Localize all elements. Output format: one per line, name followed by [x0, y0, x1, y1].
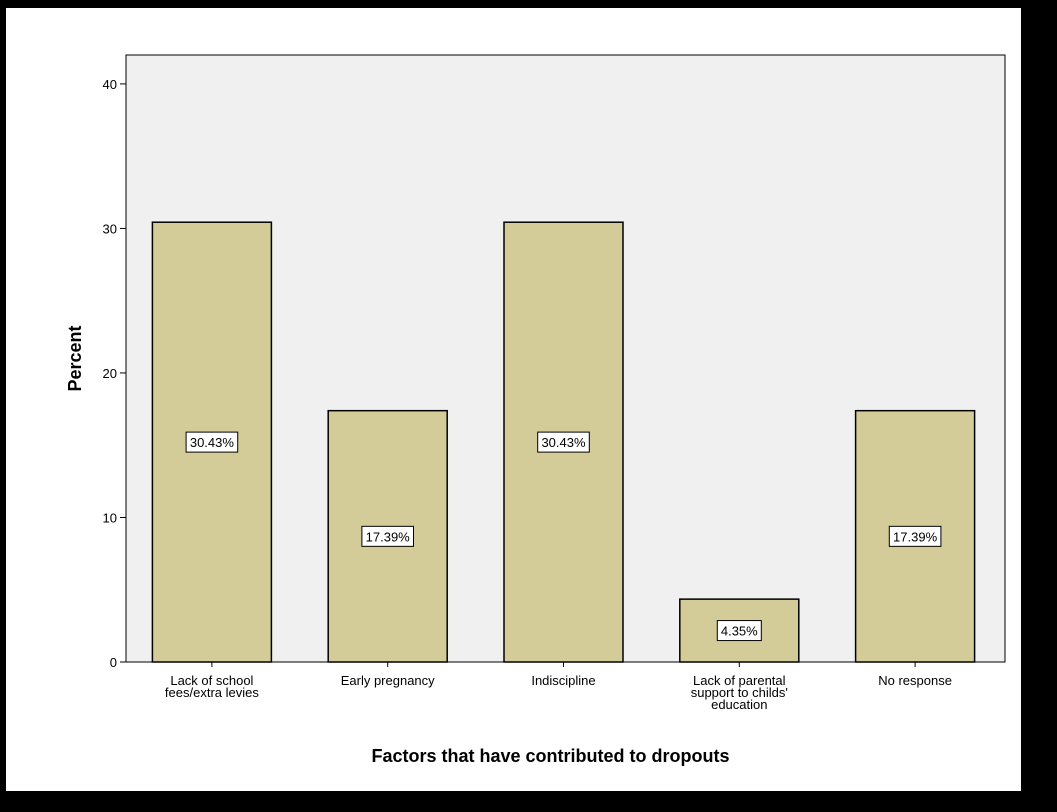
y-axis: 0 10 20 30 40 [103, 77, 126, 670]
chart-canvas: 30.43% 17.39% 30.43% 4.35% 17.39% 0 10 20 30 40 … [5, 7, 1021, 791]
bar-chart: 30.43%17.39%30.43%4.35%17.39% 010203040 … [65, 54, 1006, 766]
x-tick-label: Lack of school fees/extra levies [165, 673, 259, 700]
data-label-box [537, 431, 590, 453]
x-tick-label: Indiscipline [531, 673, 595, 688]
y-tick-label: 10 [103, 510, 117, 525]
x-axis-title: Factors that have contributed to dropout… [371, 746, 729, 766]
x-tick-label: Early pregnancy [341, 673, 435, 688]
y-tick-label: 40 [103, 77, 117, 92]
data-label: 4.35% [721, 624, 758, 639]
x-axis: Lack of school fees/extra levies Early pre… [126, 661, 1005, 712]
data-label: 30.43% [541, 435, 586, 450]
bars-layer: 30.43% 17.39% 30.43% 4.35% 17.39% [151, 221, 976, 663]
y-tick-label: 0 [110, 655, 117, 670]
data-label: 30.43% [190, 435, 235, 450]
y-tick-label: 20 [103, 366, 117, 381]
data-label-box [716, 620, 762, 642]
x-tick-label: Lack of parental support to childs' educat… [691, 673, 788, 712]
data-label: 17.39% [366, 529, 411, 544]
x-tick-label: No response [878, 673, 952, 688]
data-label: 17.39% [893, 529, 938, 544]
data-label-box [361, 525, 414, 547]
data-label-box [888, 525, 942, 547]
y-tick-label: 30 [103, 221, 117, 236]
data-label-box [185, 431, 239, 453]
y-axis-title: Percent [65, 325, 85, 391]
